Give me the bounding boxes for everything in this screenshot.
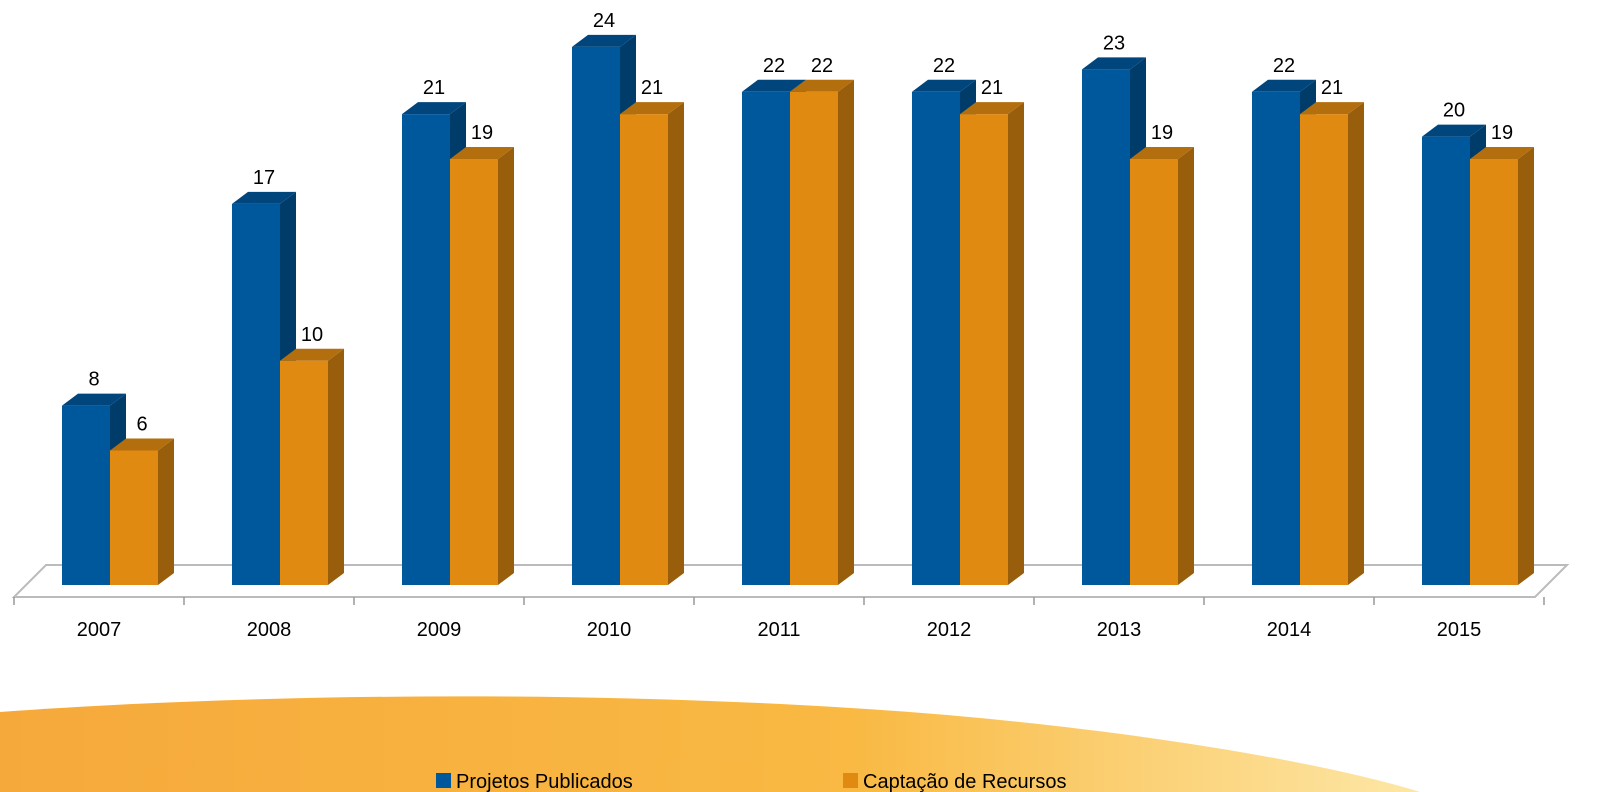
bar-front xyxy=(280,360,328,585)
bar xyxy=(960,102,1024,586)
bar-side xyxy=(328,348,344,585)
bar-side xyxy=(1518,147,1534,585)
x-tick-label: 2008 xyxy=(247,619,292,641)
data-label: 21 xyxy=(423,77,445,99)
data-label: 10 xyxy=(301,324,323,346)
bar xyxy=(280,348,344,585)
bar-side xyxy=(1178,147,1194,585)
bar-front xyxy=(402,114,450,586)
legend-label: Projetos Publicados xyxy=(456,771,633,792)
x-tick-label: 2010 xyxy=(587,619,632,641)
bar-top xyxy=(1470,147,1534,160)
bar xyxy=(1470,147,1534,585)
data-label: 22 xyxy=(763,55,785,77)
bar-front xyxy=(1130,159,1178,585)
bar-top xyxy=(1082,57,1146,70)
bar-front xyxy=(232,203,280,586)
x-tick-label: 2014 xyxy=(1267,619,1312,641)
bar-front xyxy=(450,159,498,585)
data-label: 23 xyxy=(1103,32,1125,54)
data-label: 21 xyxy=(981,77,1003,99)
bar-front xyxy=(1252,91,1300,585)
bar-front xyxy=(960,114,1008,586)
bar xyxy=(790,79,854,585)
x-tick-label: 2012 xyxy=(927,619,972,641)
legend-label: Captação de Recursos xyxy=(863,771,1066,792)
bar-top xyxy=(790,79,854,92)
data-label: 20 xyxy=(1443,100,1465,122)
bar-top xyxy=(1252,79,1316,92)
bar-front xyxy=(790,91,838,585)
bar-front xyxy=(1082,69,1130,586)
data-label: 22 xyxy=(1273,55,1295,77)
background-swoosh xyxy=(0,696,1420,792)
bar-top xyxy=(232,191,296,204)
bar-front xyxy=(1300,114,1348,586)
bar-top xyxy=(280,348,344,361)
data-label: 21 xyxy=(641,77,663,99)
data-label: 21 xyxy=(1321,77,1343,99)
bar-side xyxy=(1348,102,1364,586)
bar xyxy=(450,147,514,585)
x-tick-label: 2009 xyxy=(417,619,462,641)
bar-front xyxy=(742,91,790,585)
bar xyxy=(1130,147,1194,585)
bar-side xyxy=(158,438,174,585)
bar xyxy=(620,102,684,586)
bar xyxy=(1300,102,1364,586)
bar-top xyxy=(450,147,514,160)
bar-front xyxy=(1422,136,1470,585)
bar-top xyxy=(110,438,174,451)
data-label: 19 xyxy=(1491,122,1513,144)
bar-front xyxy=(1470,159,1518,585)
x-tick-label: 2011 xyxy=(757,619,800,641)
legend-swatch xyxy=(843,773,858,788)
data-label: 22 xyxy=(811,55,833,77)
bar-front xyxy=(62,405,110,585)
bar xyxy=(110,438,174,585)
x-tick-label: 2007 xyxy=(77,619,122,641)
bar-top xyxy=(1130,147,1194,160)
bar-top xyxy=(62,393,126,406)
bar-top xyxy=(620,102,684,115)
bar-top xyxy=(960,102,1024,115)
bar-side xyxy=(498,147,514,585)
bar-front xyxy=(912,91,960,585)
bar-side xyxy=(838,79,854,585)
bar-top xyxy=(912,79,976,92)
bar-top xyxy=(402,102,466,115)
bar-front xyxy=(110,450,158,585)
bar-side xyxy=(668,102,684,586)
data-label: 19 xyxy=(1151,122,1173,144)
bar-front xyxy=(620,114,668,586)
legend-swatch xyxy=(436,773,451,788)
bar-top xyxy=(742,79,806,92)
bar-side xyxy=(1008,102,1024,586)
data-label: 24 xyxy=(593,10,615,32)
x-tick-label: 2013 xyxy=(1097,619,1142,641)
bar-front xyxy=(572,46,620,586)
bar-top xyxy=(1422,124,1486,137)
bar-top xyxy=(572,34,636,47)
data-label: 22 xyxy=(933,55,955,77)
data-label: 6 xyxy=(136,413,147,435)
data-label: 19 xyxy=(471,122,493,144)
data-label: 8 xyxy=(88,369,99,391)
bar-top xyxy=(1300,102,1364,115)
x-tick-label: 2015 xyxy=(1437,619,1482,641)
data-label: 17 xyxy=(253,167,275,189)
